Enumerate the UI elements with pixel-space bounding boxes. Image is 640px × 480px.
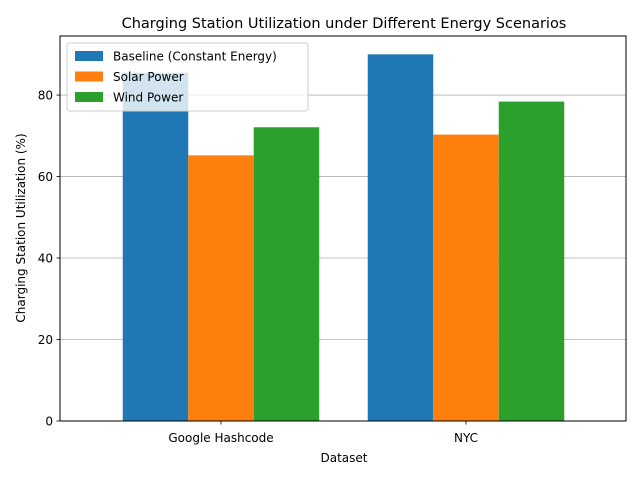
legend-label: Solar Power <box>113 70 184 84</box>
bars <box>122 54 565 422</box>
bar <box>188 155 254 422</box>
y-tick-label: 40 <box>38 251 53 265</box>
x-axis-label: Dataset <box>321 451 368 465</box>
plot-frame <box>59 35 627 422</box>
y-axis-ticks: 0 20 40 60 80 <box>38 88 60 428</box>
x-tick-label: NYC <box>454 431 478 445</box>
chart-title: Charging Station Utilization under Diffe… <box>122 16 567 32</box>
x-tick-label: Google Hashcode <box>168 431 273 445</box>
y-axis-label: Charging Station Utilization (%) <box>14 133 28 322</box>
legend-swatch <box>75 71 103 82</box>
legend-label: Wind Power <box>113 91 183 105</box>
legend: Baseline (Constant Energy) Solar Power Win… <box>66 42 309 112</box>
bar <box>122 72 189 422</box>
bar <box>433 134 499 421</box>
legend-swatch <box>75 92 103 102</box>
legend-box <box>66 42 309 112</box>
legend-swatch <box>75 51 103 61</box>
y-tick-label: 20 <box>38 333 53 347</box>
legend-label: Baseline (Constant Energy) <box>113 50 277 64</box>
bar <box>253 127 320 421</box>
bar <box>498 101 565 421</box>
bar <box>367 54 434 421</box>
y-tick-label: 0 <box>45 414 53 428</box>
y-tick-label: 80 <box>38 88 53 102</box>
x-axis-ticks: Google Hashcode NYC <box>168 421 478 445</box>
y-tick-label: 60 <box>38 170 53 184</box>
